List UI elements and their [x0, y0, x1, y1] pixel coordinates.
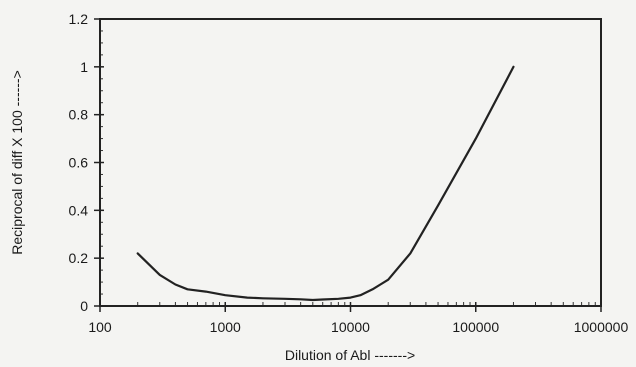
x-axis-title: Dilution of Abl ------->: [285, 347, 415, 363]
minor-ticks: [100, 18, 596, 307]
y-tick-label: 1: [80, 59, 88, 75]
y-axis-title: Reciprocal of diff X 100 ------>: [9, 70, 25, 255]
x-tick-label: 10000: [331, 319, 370, 335]
plot-area-frame: [99, 18, 602, 307]
series-line: [136, 65, 515, 302]
series-layer: [136, 65, 515, 302]
y-tick-label: 0.6: [69, 155, 89, 171]
y-axis-ticks: 0 0.2 0.4 0.6 0.8 1 1.2: [69, 11, 104, 314]
x-tick-label: 100: [88, 319, 112, 335]
y-tick-label: 0: [80, 298, 88, 314]
y-tick-label: 0.2: [69, 250, 89, 266]
x-tick-label: 100000: [452, 319, 499, 335]
y-tick-label: 1.2: [69, 11, 89, 27]
x-tick-label: 1000000: [574, 319, 629, 335]
x-axis-ticks: 100 1000 10000 100000 1000000: [88, 302, 628, 335]
x-tick-label: 1000: [210, 319, 241, 335]
y-tick-label: 0.4: [69, 202, 89, 218]
y-tick-label: 0.8: [69, 107, 89, 123]
